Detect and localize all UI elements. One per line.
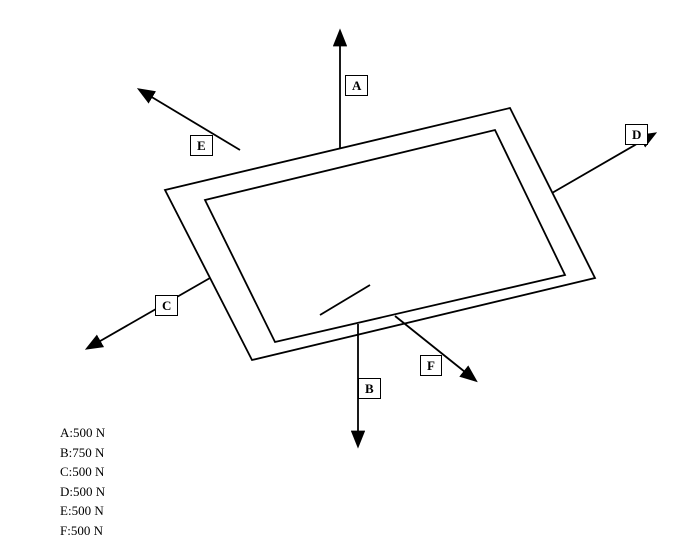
legend-unit: N <box>96 484 105 499</box>
force-label-c: C <box>155 295 178 316</box>
legend-label: B <box>60 445 69 460</box>
force-label-a: A <box>345 75 368 96</box>
legend-label: A <box>60 425 69 440</box>
legend-label: C <box>60 464 69 479</box>
legend-label: D <box>60 484 69 499</box>
force-label-e: E <box>190 135 213 156</box>
legend-value: 500 <box>73 484 93 499</box>
legend-row: F:500 N <box>60 521 105 541</box>
legend-unit: N <box>95 464 104 479</box>
legend-value: 750 <box>72 445 92 460</box>
legend-row: E:500 N <box>60 501 105 521</box>
legend-row: C:500 N <box>60 462 105 482</box>
legend-unit: N <box>94 503 103 518</box>
legend-unit: N <box>95 445 104 460</box>
legend-value: 500 <box>72 464 92 479</box>
plate <box>165 108 595 360</box>
legend-unit: N <box>94 523 103 538</box>
force-label-f: F <box>420 355 442 376</box>
force-label-b: B <box>358 378 381 399</box>
legend-unit: N <box>96 425 105 440</box>
legend-label: E <box>60 503 68 518</box>
force-label-d: D <box>625 124 648 145</box>
legend-row: D:500 N <box>60 482 105 502</box>
legend-row: B:750 N <box>60 443 105 463</box>
legend-value: 500 <box>73 425 93 440</box>
legend-value: 500 <box>72 503 92 518</box>
legend: A:500 N B:750 N C:500 N D:500 N E:500 N … <box>60 423 105 540</box>
legend-row: A:500 N <box>60 423 105 443</box>
legend-value: 500 <box>71 523 91 538</box>
